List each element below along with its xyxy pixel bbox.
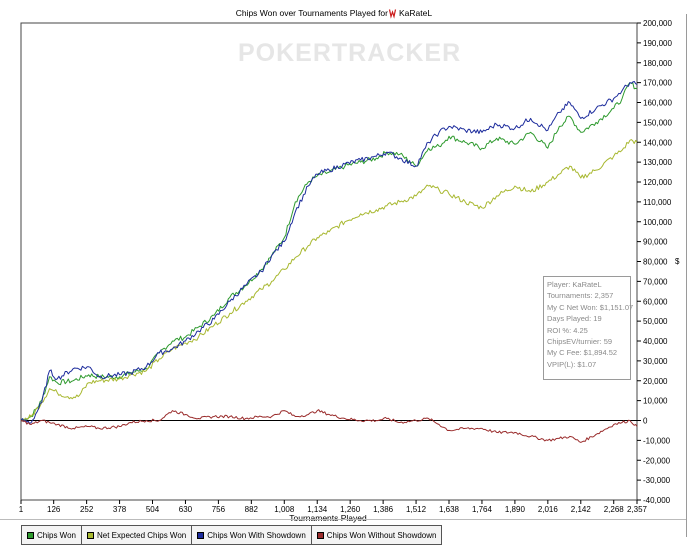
legend-swatch bbox=[197, 531, 205, 539]
legend-item-with-showdown[interactable]: Chips Won With Showdown bbox=[192, 526, 312, 544]
x-tick-label: 1,260 bbox=[340, 505, 361, 514]
x-tick-label: 252 bbox=[80, 505, 94, 514]
y-tick-label: 130,000 bbox=[643, 158, 672, 167]
y-tick-label: 100,000 bbox=[643, 218, 672, 227]
legend-label: Chips Won bbox=[37, 530, 76, 540]
y-tick-label: 140,000 bbox=[643, 138, 672, 147]
x-axis-label: Tournaments Played bbox=[289, 513, 367, 523]
legend-swatch bbox=[86, 531, 94, 539]
x-tick-label: 1,386 bbox=[373, 505, 394, 514]
y-tick-label: 150,000 bbox=[643, 118, 672, 127]
y-axis: 200,000 190,000 180,000 170,000 160,000 150,0… bbox=[637, 19, 672, 505]
x-tick-label: 1,890 bbox=[505, 505, 526, 514]
y-tick-label: -40,000 bbox=[643, 496, 671, 505]
plot-area-border bbox=[20, 22, 638, 501]
x-tick-label: 630 bbox=[179, 505, 193, 514]
x-tick-label: 378 bbox=[113, 505, 127, 514]
x-tick-label: 1,638 bbox=[439, 505, 460, 514]
y-tick-label: 90,000 bbox=[643, 238, 668, 247]
plot-frame bbox=[20, 22, 638, 501]
x-tick-label: 2,268 bbox=[604, 505, 625, 514]
y-tick-label: 40,000 bbox=[643, 337, 668, 346]
y-tick-label: 80,000 bbox=[643, 258, 668, 267]
stats-player: Player: KaRateL bbox=[547, 280, 602, 289]
series-line-chips-won-without-showdown bbox=[20, 409, 638, 443]
stats-vpip: VPIP(L): $1.07 bbox=[547, 359, 597, 369]
x-tick-label: 1,134 bbox=[307, 505, 328, 514]
y-tick-label: -10,000 bbox=[643, 436, 671, 445]
y-tick-label: -20,000 bbox=[643, 456, 671, 465]
x-tick-label: 882 bbox=[245, 505, 259, 514]
x-tick-label: 1 bbox=[19, 505, 24, 514]
y-tick-label: 0 bbox=[643, 417, 648, 426]
legend-item-chips-won[interactable]: Chips Won bbox=[22, 526, 82, 544]
x-tick-label: 2,016 bbox=[538, 505, 559, 514]
series-group bbox=[20, 80, 638, 443]
player-site-icon bbox=[388, 9, 397, 19]
series-line-chips-won bbox=[20, 82, 638, 422]
y-tick-label: 10,000 bbox=[643, 397, 668, 406]
watermark: POKERTRACKER bbox=[238, 39, 461, 67]
y-tick-label: 20,000 bbox=[643, 377, 668, 386]
panel-right-border bbox=[686, 14, 687, 537]
series-line-net-expected-chips-won bbox=[20, 139, 638, 423]
x-tick-label: 2,357 bbox=[627, 505, 648, 514]
x-tick-label: 1,764 bbox=[472, 505, 493, 514]
stats-net-won: My C Net Won: $1,151.07 bbox=[547, 302, 634, 312]
legend-label: Chips Won With Showdown bbox=[207, 530, 306, 540]
series-line-chips-won-with-showdown bbox=[20, 80, 638, 424]
y-tick-label: 120,000 bbox=[643, 178, 672, 187]
x-tick-label: 126 bbox=[47, 505, 61, 514]
x-axis: 1 126 252 378 504 630 756 882 1,008 1,134 1,260 1,3… bbox=[19, 500, 648, 514]
player-name: KaRateL bbox=[399, 8, 432, 18]
y-tick-label: 200,000 bbox=[643, 19, 672, 28]
stats-fee: My C Fee: $1,894.52 bbox=[547, 348, 618, 358]
x-tick-label: 2,142 bbox=[571, 505, 592, 514]
y-unit-symbol: $ bbox=[675, 257, 680, 266]
legend-swatch bbox=[316, 531, 324, 539]
y-tick-label: 170,000 bbox=[643, 79, 672, 88]
legend-label: Chips Won Without Showdown bbox=[326, 530, 437, 540]
legend-label: Net Expected Chips Won bbox=[96, 530, 187, 540]
y-tick-label: 110,000 bbox=[643, 198, 672, 207]
panel-bottom-border bbox=[0, 519, 686, 520]
legend: Chips Won Net Expected Chips Won Chips W… bbox=[21, 525, 443, 545]
x-tick-label: 504 bbox=[146, 505, 160, 514]
y-tick-label: 60,000 bbox=[643, 297, 668, 306]
y-tick-label: 50,000 bbox=[643, 317, 668, 326]
chart-title: Chips Won over Tournaments Played for Ka… bbox=[236, 8, 432, 19]
y-tick-label: 30,000 bbox=[643, 357, 668, 366]
stats-days-played: Days Played: 19 bbox=[547, 314, 602, 324]
stats-tooltip: Player: KaRateL Tournaments: 2,357 My C … bbox=[543, 276, 634, 380]
y-tick-label: 70,000 bbox=[643, 277, 668, 286]
y-tick-label: 160,000 bbox=[643, 99, 672, 108]
x-tick-label: 1,008 bbox=[274, 505, 295, 514]
chart-title-text: Chips Won over Tournaments Played for bbox=[236, 8, 388, 18]
legend-item-without-showdown[interactable]: Chips Won Without Showdown bbox=[312, 526, 442, 544]
legend-swatch bbox=[27, 531, 34, 539]
y-tick-label: 190,000 bbox=[643, 39, 672, 48]
x-tick-label: 756 bbox=[212, 505, 226, 514]
y-tick-label: 180,000 bbox=[643, 59, 672, 68]
stats-chipsev: ChipsEV/turnier: 59 bbox=[547, 337, 613, 347]
stats-roi: ROI %: 4.25 bbox=[547, 325, 588, 335]
y-tick-label: -30,000 bbox=[643, 476, 671, 485]
stats-tournaments: Tournaments: 2,357 bbox=[547, 291, 614, 301]
x-tick-label: 1,512 bbox=[406, 505, 427, 514]
legend-item-net-expected[interactable]: Net Expected Chips Won bbox=[82, 526, 193, 544]
